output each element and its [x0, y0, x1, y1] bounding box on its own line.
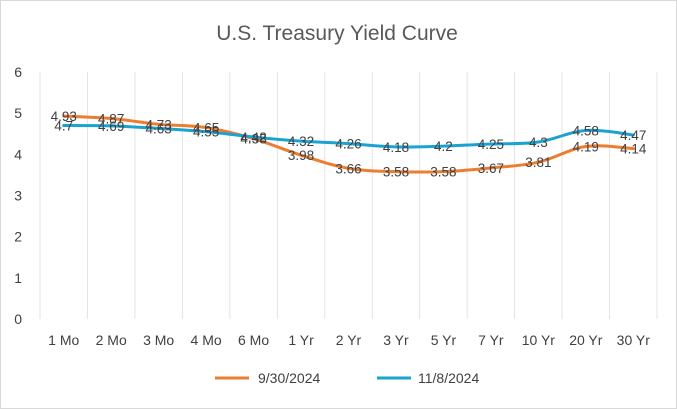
x-tick-label: 10 Yr [522, 332, 556, 348]
y-axis: 0 1 2 3 4 5 6 [14, 64, 22, 327]
data-label: 4.18 [383, 140, 409, 155]
data-label: 4.26 [335, 137, 361, 152]
data-label: 4.93 [51, 109, 77, 124]
data-label: 4.2 [434, 139, 453, 154]
data-label: 4.32 [288, 134, 314, 149]
data-label: 4.3 [529, 135, 548, 150]
legend-label: 11/8/2024 [418, 370, 479, 386]
y-tick-label: 4 [14, 146, 22, 162]
data-label: 3.98 [288, 148, 314, 163]
x-tick-label: 6 Mo [238, 332, 269, 348]
data-label: 4.47 [620, 128, 646, 143]
x-tick-label: 1 Yr [288, 332, 314, 348]
data-label: 4.55 [193, 125, 219, 140]
x-tick-label: 20 Yr [569, 332, 603, 348]
data-label: 3.58 [430, 165, 456, 180]
x-tick-label: 1 Mo [48, 332, 79, 348]
data-label: 4.73 [146, 117, 172, 132]
x-axis: 1 Mo 2 Mo 3 Mo 4 Mo 6 Mo 1 Yr 2 Yr 3 Yr 5 Yr 7 Yr… [48, 332, 650, 348]
legend-label: 9/30/2024 [258, 370, 320, 386]
chart-title: U.S. Treasury Yield Curve [216, 22, 458, 45]
y-tick-label: 5 [14, 105, 22, 121]
data-label: 4.87 [98, 112, 124, 127]
data-label: 4.25 [478, 137, 504, 152]
data-label: 4.7 [54, 119, 73, 134]
x-tick-label: 7 Yr [478, 332, 504, 348]
data-label: 4.65 [193, 121, 219, 136]
data-label: 4.63 [146, 121, 172, 136]
y-tick-label: 1 [14, 270, 22, 286]
gridlines [39, 72, 658, 319]
series-line [62, 124, 635, 149]
data-label: 3.81 [525, 155, 551, 170]
y-tick-label: 6 [14, 64, 22, 80]
data-label: 3.58 [383, 165, 409, 180]
data-labels: 4.93 4.87 4.73 4.65 4.38 3.98 3.66 3.58 3.58 3.67… [51, 109, 647, 180]
data-label: 4.58 [573, 123, 599, 138]
data-label: 4.69 [98, 119, 124, 134]
x-tick-label: 5 Yr [431, 332, 457, 348]
legend[interactable]: 9/30/2024 11/8/2024 [215, 370, 479, 386]
data-label: 3.66 [335, 161, 361, 176]
x-tick-label: 3 Yr [383, 332, 409, 348]
x-tick-label: 2 Mo [96, 332, 127, 348]
x-tick-label: 2 Yr [336, 332, 362, 348]
series-lines [62, 114, 635, 174]
y-tick-label: 3 [14, 188, 22, 204]
data-label: 4.14 [620, 142, 647, 157]
data-label: 4.38 [240, 132, 266, 147]
y-tick-label: 0 [14, 311, 22, 327]
data-label: 4.42 [240, 130, 266, 145]
x-tick-label: 4 Mo [191, 332, 222, 348]
x-tick-label: 30 Yr [617, 332, 651, 348]
data-label: 3.67 [478, 161, 504, 176]
y-tick-label: 2 [14, 229, 22, 245]
x-tick-label: 3 Mo [143, 332, 174, 348]
data-label: 4.19 [573, 140, 599, 155]
series-line [62, 114, 635, 174]
